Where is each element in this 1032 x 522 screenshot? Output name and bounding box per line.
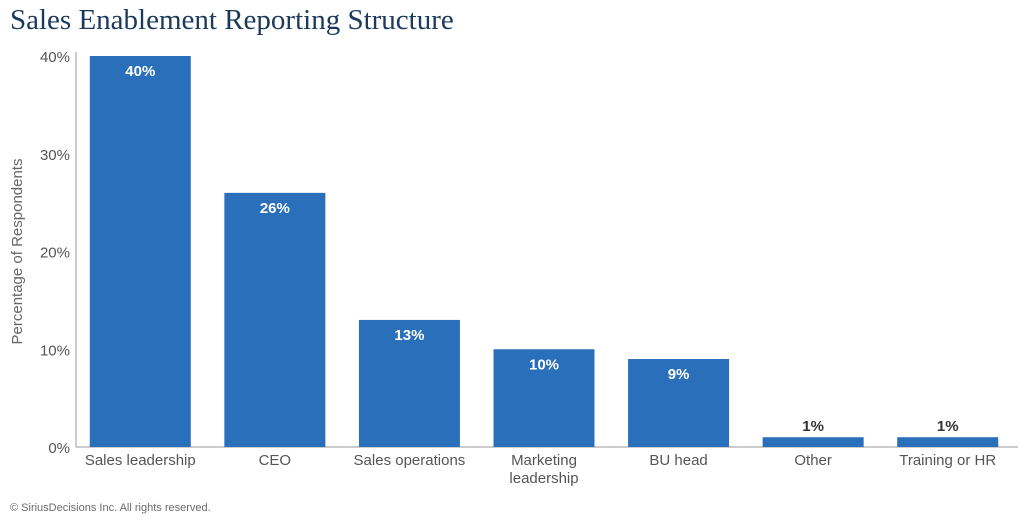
- y-tick-label: 30%: [40, 147, 70, 164]
- x-category-label: Training or HR: [899, 452, 996, 469]
- bar: [762, 437, 864, 447]
- bar-data-label: 40%: [125, 63, 155, 80]
- bar: [493, 349, 595, 447]
- bar: [89, 56, 191, 447]
- x-category-label: BU head: [649, 452, 707, 469]
- y-tick-label: 20%: [40, 245, 70, 262]
- bar-data-label: 9%: [668, 366, 690, 383]
- y-tick-label: 10%: [40, 342, 70, 359]
- bar-data-label: 26%: [260, 200, 290, 217]
- x-category-label: Sales leadership: [85, 452, 196, 469]
- x-category-label: Marketing leadership: [509, 452, 578, 487]
- bar-data-label: 1%: [937, 418, 959, 435]
- bar: [628, 359, 730, 447]
- bar-data-label: 1%: [802, 418, 824, 435]
- chart-title: Sales Enablement Reporting Structure: [10, 4, 454, 36]
- y-tick-label: 0%: [48, 440, 70, 457]
- bar: [358, 319, 460, 447]
- bar-data-label: 13%: [394, 327, 424, 344]
- y-axis-title: Percentage of Respondents: [9, 159, 26, 345]
- x-category-label: Sales operations: [354, 452, 466, 469]
- x-category-label: CEO: [259, 452, 292, 469]
- y-tick-label: 40%: [40, 49, 70, 66]
- x-category-label: Other: [794, 452, 832, 469]
- bar-data-label: 10%: [529, 356, 559, 373]
- bar: [224, 192, 326, 447]
- copyright-footer: © SiriusDecisions Inc. All rights reserv…: [10, 502, 211, 514]
- bar: [897, 437, 999, 447]
